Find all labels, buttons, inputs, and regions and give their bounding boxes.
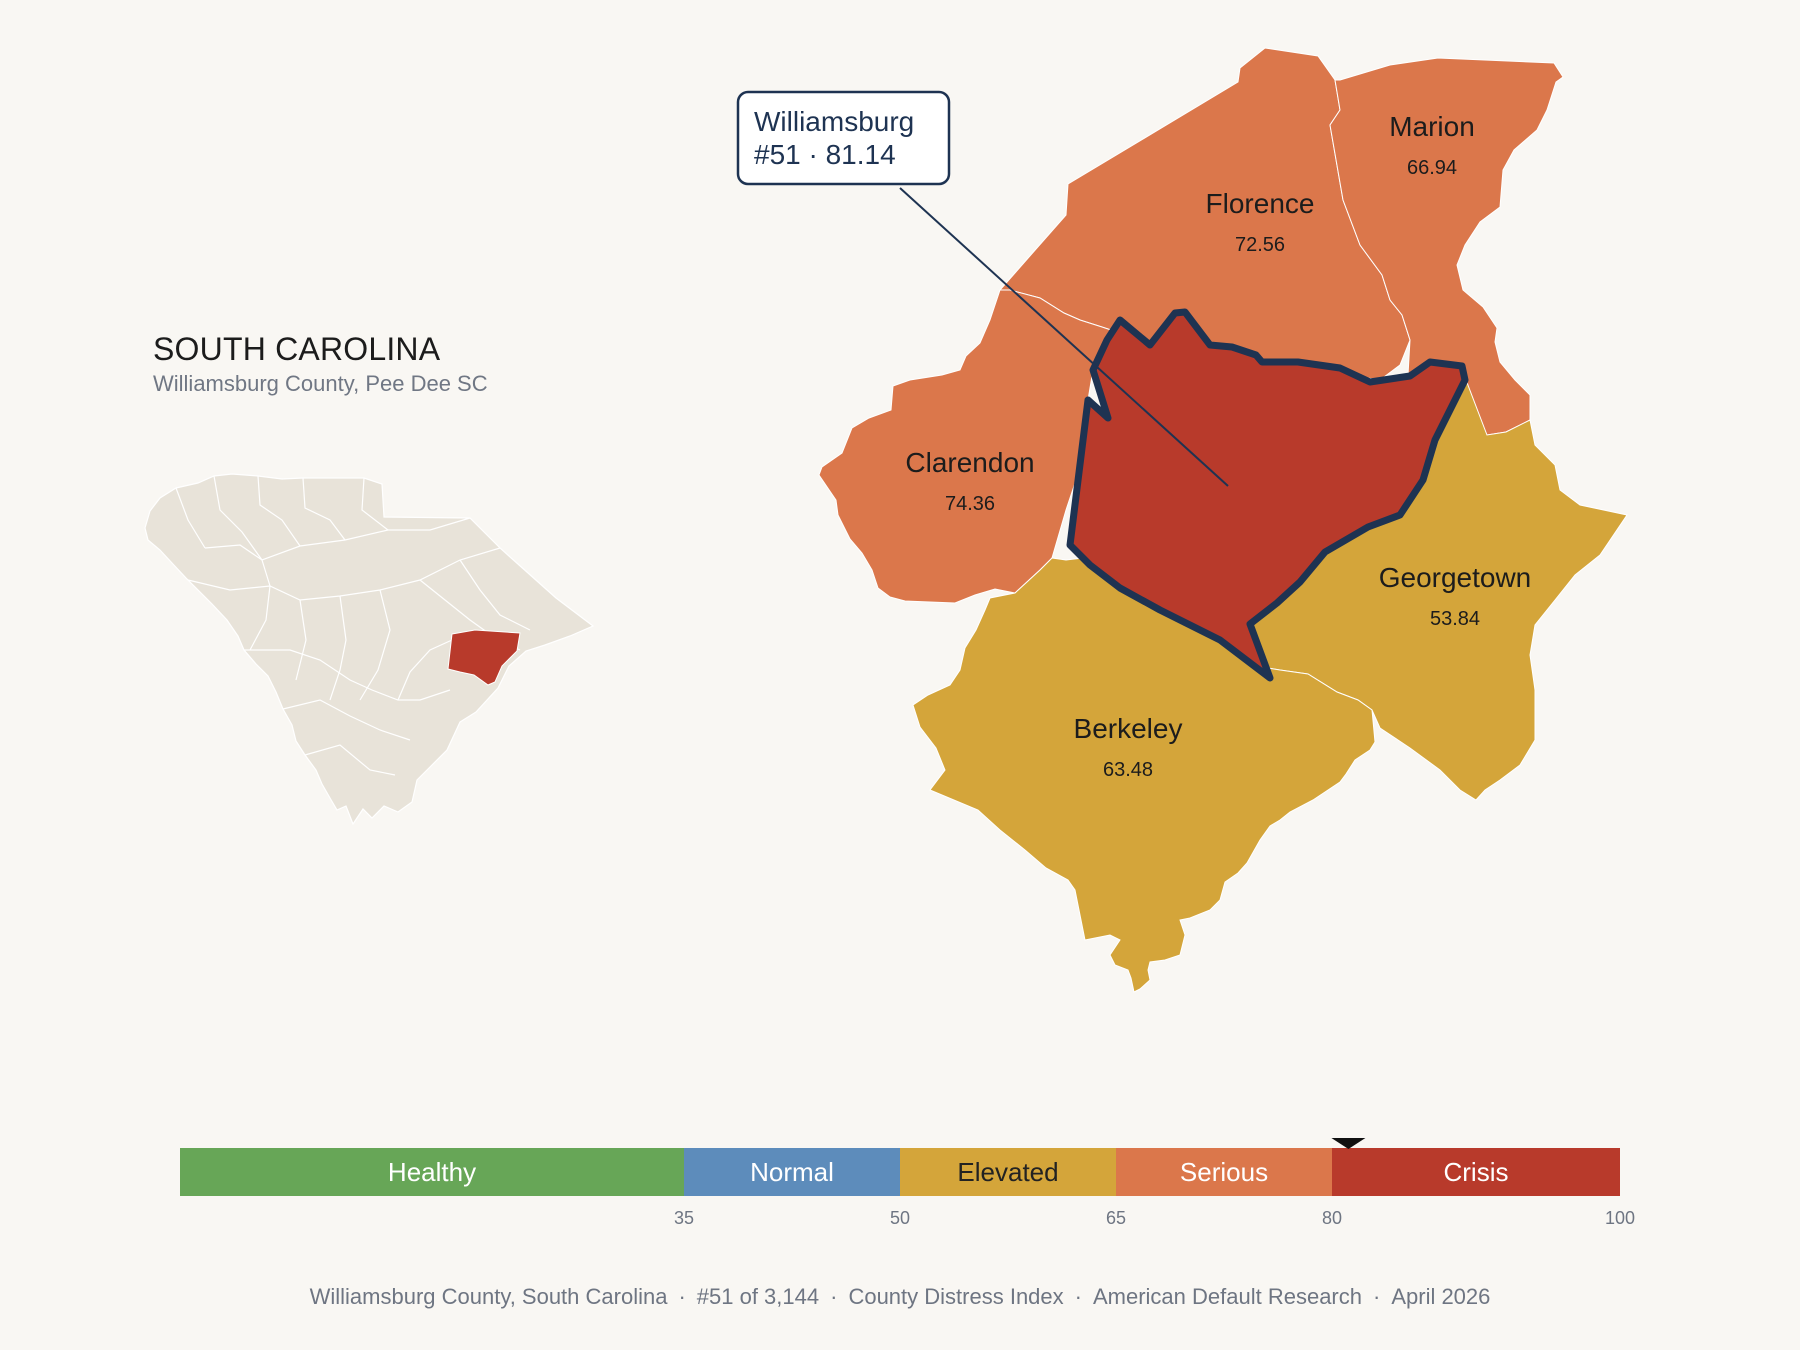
callout-rank-score: #51 · 81.14 (754, 139, 896, 170)
county-label-georgetown: Georgetown (1379, 562, 1532, 593)
county-value-georgetown: 53.84 (1430, 608, 1480, 630)
legend-band-label: Crisis (1444, 1157, 1509, 1187)
legend-band-crisis (1332, 1148, 1620, 1196)
inset-highlight-williamsburg[interactable] (447, 629, 521, 686)
county-value-clarendon: 74.36 (945, 493, 995, 515)
county-marion[interactable] (1329, 57, 1564, 436)
legend-tick-label: 35 (674, 1208, 694, 1228)
legend-band-label: Serious (1180, 1157, 1268, 1187)
callout-leader-line (899, 187, 1229, 487)
legend-band-serious (1116, 1148, 1332, 1196)
legend-tick-label: 65 (1106, 1208, 1126, 1228)
county-value-marion: 66.94 (1407, 157, 1457, 179)
footer-source: American Default Research (1092, 1284, 1362, 1309)
callout-box[interactable] (736, 90, 951, 186)
legend-band-healthy (180, 1148, 684, 1196)
county-berkeley[interactable] (912, 555, 1376, 993)
footer-date: April 2026 (1391, 1284, 1491, 1309)
state-title: SOUTH CAROLINA (153, 331, 441, 367)
legend-band-elevated (900, 1148, 1116, 1196)
county-williamsburg[interactable] (1066, 308, 1469, 682)
county-label-marion: Marion (1389, 111, 1475, 142)
county-label-florence: Florence (1206, 188, 1315, 219)
legend-band-label: Healthy (388, 1157, 476, 1187)
inset-county-lines (175, 475, 531, 776)
inset-map (144, 473, 595, 826)
county-label-clarendon: Clarendon (905, 447, 1034, 478)
footer-rank: #51 of 3,144 (696, 1284, 820, 1309)
legend-marker-triangle (1331, 1138, 1366, 1149)
callout-title: Williamsburg (754, 106, 914, 137)
legend-band-normal (684, 1148, 900, 1196)
county-label-berkeley: Berkeley (1074, 713, 1183, 744)
legend-ticks: 35 50 65 80 100 (674, 1208, 1635, 1228)
legend-band-label: Normal (750, 1157, 834, 1187)
county-value-florence: 72.56 (1235, 234, 1285, 256)
county-value-berkeley: 63.48 (1103, 759, 1153, 781)
legend-tick-label: 50 (890, 1208, 910, 1228)
footer-separator: · (678, 1284, 686, 1309)
legend-tick-label: 100 (1605, 1208, 1635, 1228)
county-labels: Florence 72.56 Marion 66.94 Clarendon 74… (905, 111, 1531, 781)
footer-separator: · (830, 1284, 838, 1309)
footer-separator: · (1373, 1284, 1381, 1309)
legend: Healthy Normal Elevated Serious Crisis 35 50 6… (180, 1138, 1635, 1228)
footer-separator: · (1074, 1284, 1082, 1309)
legend-bands: Healthy Normal Elevated Serious Crisis (180, 1148, 1620, 1196)
callout: Williamsburg #51 · 81.14 (736, 90, 1229, 487)
state-subtitle: Williamsburg County, Pee Dee SC (153, 371, 488, 396)
legend-band-label: Elevated (957, 1157, 1058, 1187)
footer-index: County Distress Index (848, 1284, 1064, 1309)
inset-state-shape[interactable] (144, 473, 595, 826)
region-map (818, 47, 1628, 993)
footer-county: Williamsburg County, South Carolina (309, 1284, 668, 1309)
footer: Williamsburg County, South Carolina · #51 … (0, 1284, 1800, 1310)
legend-tick-label: 80 (1322, 1208, 1342, 1228)
